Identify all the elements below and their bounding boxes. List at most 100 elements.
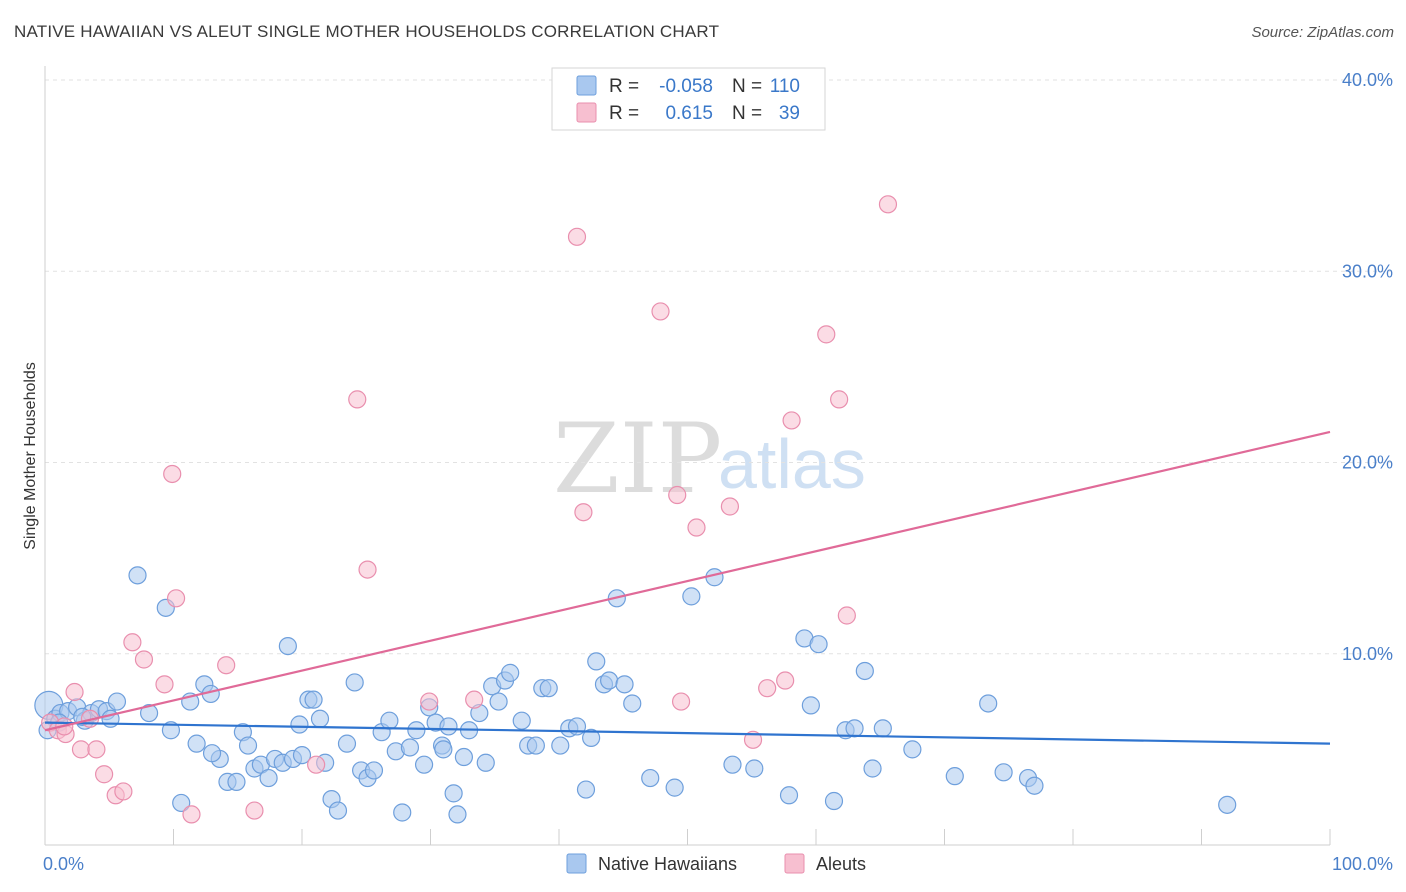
aleut-point-24 (574, 503, 593, 522)
native-hawaiian-point-94 (863, 759, 882, 778)
aleut-point-6 (87, 740, 106, 759)
native-hawaiian-point-53 (439, 717, 458, 736)
native-hawaiian-point-31 (290, 715, 309, 734)
aleut-point-27 (671, 692, 691, 711)
y-tick-label-0: 10.0% (1342, 644, 1393, 664)
legend-n-label-2: N = (732, 103, 762, 124)
native-hawaiian-point-80 (641, 768, 660, 788)
correlation-legend: R = -0.058 N = 110 R = 0.615 N = 39 (551, 67, 826, 131)
native-hawaiian-point-72 (576, 780, 596, 799)
aleut-point-20 (358, 560, 377, 579)
aleut-point-29 (720, 497, 740, 516)
aleuts-trend-line (44, 430, 1331, 732)
native-hawaiian-point-63 (501, 663, 520, 682)
native-hawaiian-point-16 (187, 734, 206, 753)
chart-title: NATIVE HAWAIIAN VS ALEUT SINGLE MOTHER H… (14, 22, 720, 41)
aleut-point-19 (348, 390, 367, 409)
aleut-point-10 (123, 633, 142, 652)
aleut-point-30 (743, 730, 763, 749)
legend-r-label-1: R = (609, 76, 639, 97)
native-hawaiian-point-73 (582, 728, 601, 748)
native-hawaiian-point-33 (304, 690, 323, 709)
native-hawaiian-point-88 (801, 696, 820, 715)
aleut-point-26 (668, 485, 687, 505)
native-hawaiian-point-37 (328, 801, 348, 820)
x-tick-label-1: 100.0% (1332, 854, 1393, 874)
source-label: Source: ZipAtlas.com (1251, 24, 1394, 41)
native-hawaiians-trend-line (44, 721, 1331, 745)
native-hawaiian-point-101 (1025, 776, 1044, 795)
aleut-point-4 (71, 740, 91, 759)
legend-n-value-2: 39 (779, 103, 800, 124)
native-hawaiian-point-10 (128, 566, 147, 585)
aleut-point-12 (155, 675, 174, 694)
aleut-point-32 (776, 671, 795, 690)
native-hawaiian-point-54 (444, 784, 463, 803)
legend-swatch-aleuts (576, 102, 597, 123)
aleut-point-17 (245, 801, 264, 820)
native-hawaiian-point-14 (172, 793, 191, 813)
native-hawaiian-point-55 (448, 805, 467, 824)
legend-r-label-2: R = (609, 103, 639, 124)
native-hawaiian-point-98 (979, 694, 998, 713)
native-hawaiian-point-78 (615, 675, 634, 694)
legend-r-value-2: 0.615 (665, 103, 713, 124)
bottom-legend: Native Hawaiians Aleuts (566, 853, 866, 874)
aleut-point-7 (95, 765, 114, 784)
legend-swatch-native-hawaiians (576, 75, 597, 96)
y-tick-label-3: 40.0% (1342, 70, 1393, 90)
native-hawaiian-point-46 (393, 803, 412, 822)
native-hawaiian-point-76 (600, 671, 619, 690)
aleut-point-34 (817, 325, 836, 344)
legend-r-value-1: -0.058 (659, 76, 713, 97)
native-hawaiian-point-64 (512, 711, 531, 730)
native-hawaiian-point-68 (539, 679, 558, 698)
native-hawaiian-point-34 (310, 709, 330, 728)
aleut-point-36 (837, 606, 856, 625)
native-hawaiian-point-49 (414, 755, 434, 774)
aleut-point-18 (307, 755, 326, 774)
aleut-point-3 (65, 682, 84, 702)
aleut-point-13 (163, 464, 182, 484)
aleut-point-15 (182, 805, 201, 824)
native-hawaiian-point-108 (292, 746, 312, 765)
legend-n-label-1: N = (732, 76, 762, 97)
native-hawaiian-point-90 (824, 791, 844, 811)
native-hawaiian-point-13 (161, 721, 181, 740)
native-hawaiian-point-95 (873, 719, 892, 738)
x-tick-labels: 0.0% 100.0% (43, 854, 1393, 874)
native-hawaiian-point-29 (278, 636, 297, 656)
native-hawaiian-point-44 (380, 711, 399, 730)
native-hawaiian-point-42 (364, 761, 384, 780)
gridlines (45, 79, 1392, 655)
native-hawaiian-point-107 (202, 744, 222, 763)
native-hawaiian-point-66 (526, 736, 545, 755)
bottom-legend-swatch-aleuts (784, 853, 805, 874)
native-hawaiian-point-102 (1218, 795, 1237, 814)
bottom-legend-swatch-native-hawaiians (566, 853, 587, 874)
native-hawaiian-point-85 (745, 759, 764, 778)
x-tick-label-0: 0.0% (43, 854, 84, 874)
aleut-point-14 (166, 589, 186, 608)
native-hawaiian-point-23 (238, 736, 258, 755)
aleut-point-31 (758, 679, 777, 698)
aleut-point-11 (134, 650, 154, 669)
aleut-point-33 (782, 411, 801, 430)
bottom-legend-label-aleuts: Aleuts (816, 854, 866, 874)
aleut-point-16 (217, 656, 236, 675)
y-tick-labels: 10.0% 20.0% 30.0% 40.0% (1342, 70, 1393, 664)
bottom-legend-label-native-hawaiians: Native Hawaiians (598, 854, 737, 874)
watermark-atlas: atlas (718, 425, 866, 503)
aleut-point-25 (651, 302, 670, 321)
native-hawaiian-point-47 (400, 738, 420, 757)
aleut-point-28 (687, 518, 706, 537)
aleut-point-22 (465, 690, 484, 709)
native-hawaiian-point-74 (587, 652, 606, 671)
native-hawaiian-point-97 (945, 767, 964, 786)
y-axis-label: Single Mother Households (22, 362, 39, 550)
trend-lines (44, 430, 1331, 745)
native-hawaiian-point-81 (665, 778, 684, 797)
aleut-point-37 (878, 195, 898, 214)
native-hawaiian-point-96 (903, 740, 922, 759)
native-hawaiian-point-79 (623, 694, 642, 713)
